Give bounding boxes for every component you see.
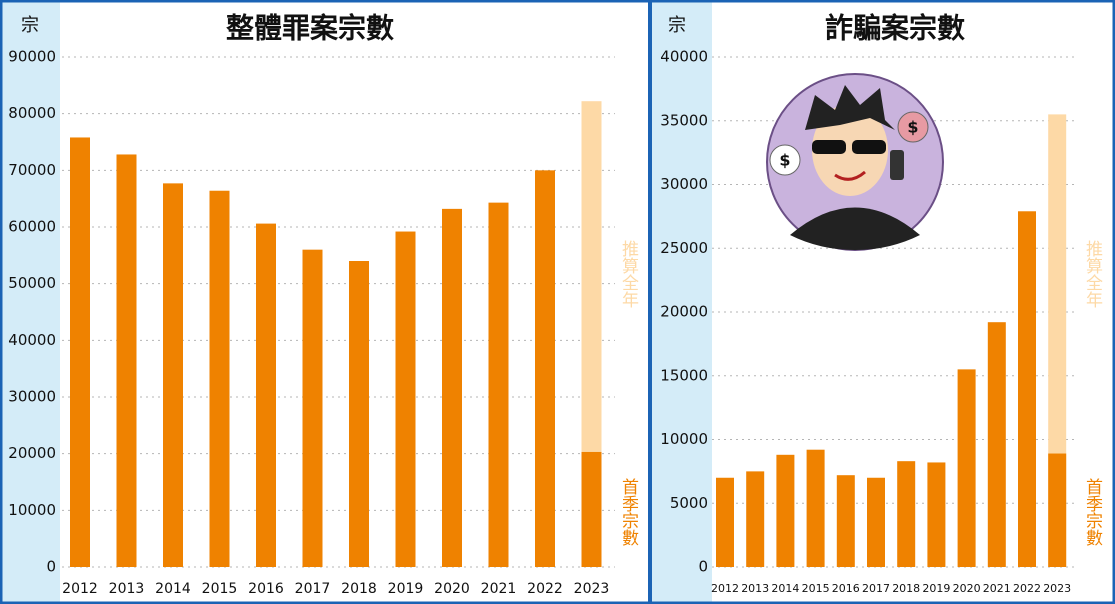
bar	[807, 450, 825, 567]
bar	[746, 471, 764, 567]
x-tick-label: 2018	[341, 581, 377, 597]
series-label: 首季宗數	[618, 478, 639, 546]
x-tick-label: 2023	[1043, 582, 1071, 595]
x-tick-label: 2017	[862, 582, 890, 595]
bar	[927, 462, 945, 567]
x-tick-label: 2016	[832, 582, 860, 595]
bar	[988, 322, 1006, 567]
y-tick-label: 10000	[660, 430, 708, 448]
series-label: 推算全年	[618, 240, 639, 308]
x-tick-label: 2019	[922, 582, 950, 595]
y-tick-label: 0	[46, 558, 56, 576]
y-tick-label: 40000	[8, 331, 56, 349]
y-tick-label: 30000	[660, 175, 708, 193]
y-tick-label: 40000	[660, 48, 708, 66]
x-tick-label: 2021	[481, 581, 517, 597]
bar	[117, 154, 137, 567]
x-tick-label: 2022	[1013, 582, 1041, 595]
x-tick-label: 2015	[202, 581, 238, 597]
y-tick-label: 30000	[8, 388, 56, 406]
x-tick-label: 2020	[434, 581, 470, 597]
x-tick-label: 2017	[295, 581, 331, 597]
chart-title: 詐騙案宗數	[825, 12, 965, 45]
series-label: 首季宗數	[1082, 478, 1103, 546]
bar	[396, 232, 416, 567]
bar	[210, 191, 230, 567]
y-tick-label: 5000	[670, 494, 708, 512]
y-tick-label: 80000	[8, 104, 56, 122]
y-tick-label: 20000	[660, 303, 708, 321]
y-tick-label: 70000	[8, 161, 56, 179]
y-tick-label: 35000	[660, 111, 708, 129]
unit-label: 宗	[21, 15, 39, 36]
bar	[489, 203, 509, 567]
x-tick-label: 2020	[953, 582, 981, 595]
svg-text:$: $	[779, 151, 790, 170]
y-tick-label: 25000	[660, 239, 708, 257]
y-tick-label: 20000	[8, 444, 56, 462]
bar	[70, 137, 90, 567]
bar	[897, 461, 915, 567]
y-tick-label: 15000	[660, 366, 708, 384]
unit-label: 宗	[668, 15, 686, 36]
bar	[163, 183, 183, 567]
x-tick-label: 2021	[983, 582, 1011, 595]
bar	[1018, 211, 1036, 567]
x-tick-label: 2012	[711, 582, 739, 595]
series-label: 推算全年	[1082, 240, 1103, 308]
y-tick-label: 60000	[8, 218, 56, 236]
svg-text:$: $	[907, 118, 918, 137]
page: 整體罪案宗數宗010000200003000040000500006000070…	[0, 0, 1115, 604]
y-tick-label: 0	[698, 558, 708, 576]
x-tick-label: 2015	[802, 582, 830, 595]
x-tick-label: 2023	[574, 581, 610, 597]
bar	[958, 369, 976, 567]
bar	[256, 224, 276, 567]
x-tick-label: 2014	[155, 581, 191, 597]
bar	[582, 452, 602, 567]
bar	[442, 209, 462, 567]
x-tick-label: 2022	[527, 581, 563, 597]
bar	[303, 250, 323, 567]
x-tick-label: 2014	[771, 582, 799, 595]
x-tick-label: 2013	[109, 581, 145, 597]
bar	[349, 261, 369, 567]
x-tick-label: 2018	[892, 582, 920, 595]
bar	[837, 475, 855, 567]
x-tick-label: 2012	[62, 581, 98, 597]
bar	[867, 478, 885, 567]
y-tick-label: 90000	[8, 48, 56, 66]
bar	[776, 455, 794, 567]
bar	[535, 170, 555, 567]
chart-title: 整體罪案宗數	[226, 12, 394, 45]
y-tick-label: 10000	[8, 501, 56, 519]
bar	[716, 478, 734, 567]
x-tick-label: 2019	[388, 581, 424, 597]
y-tick-label: 50000	[8, 274, 56, 292]
illustration: $ $	[767, 74, 943, 250]
x-tick-label: 2013	[741, 582, 769, 595]
bar	[1048, 454, 1066, 567]
x-tick-label: 2016	[248, 581, 284, 597]
